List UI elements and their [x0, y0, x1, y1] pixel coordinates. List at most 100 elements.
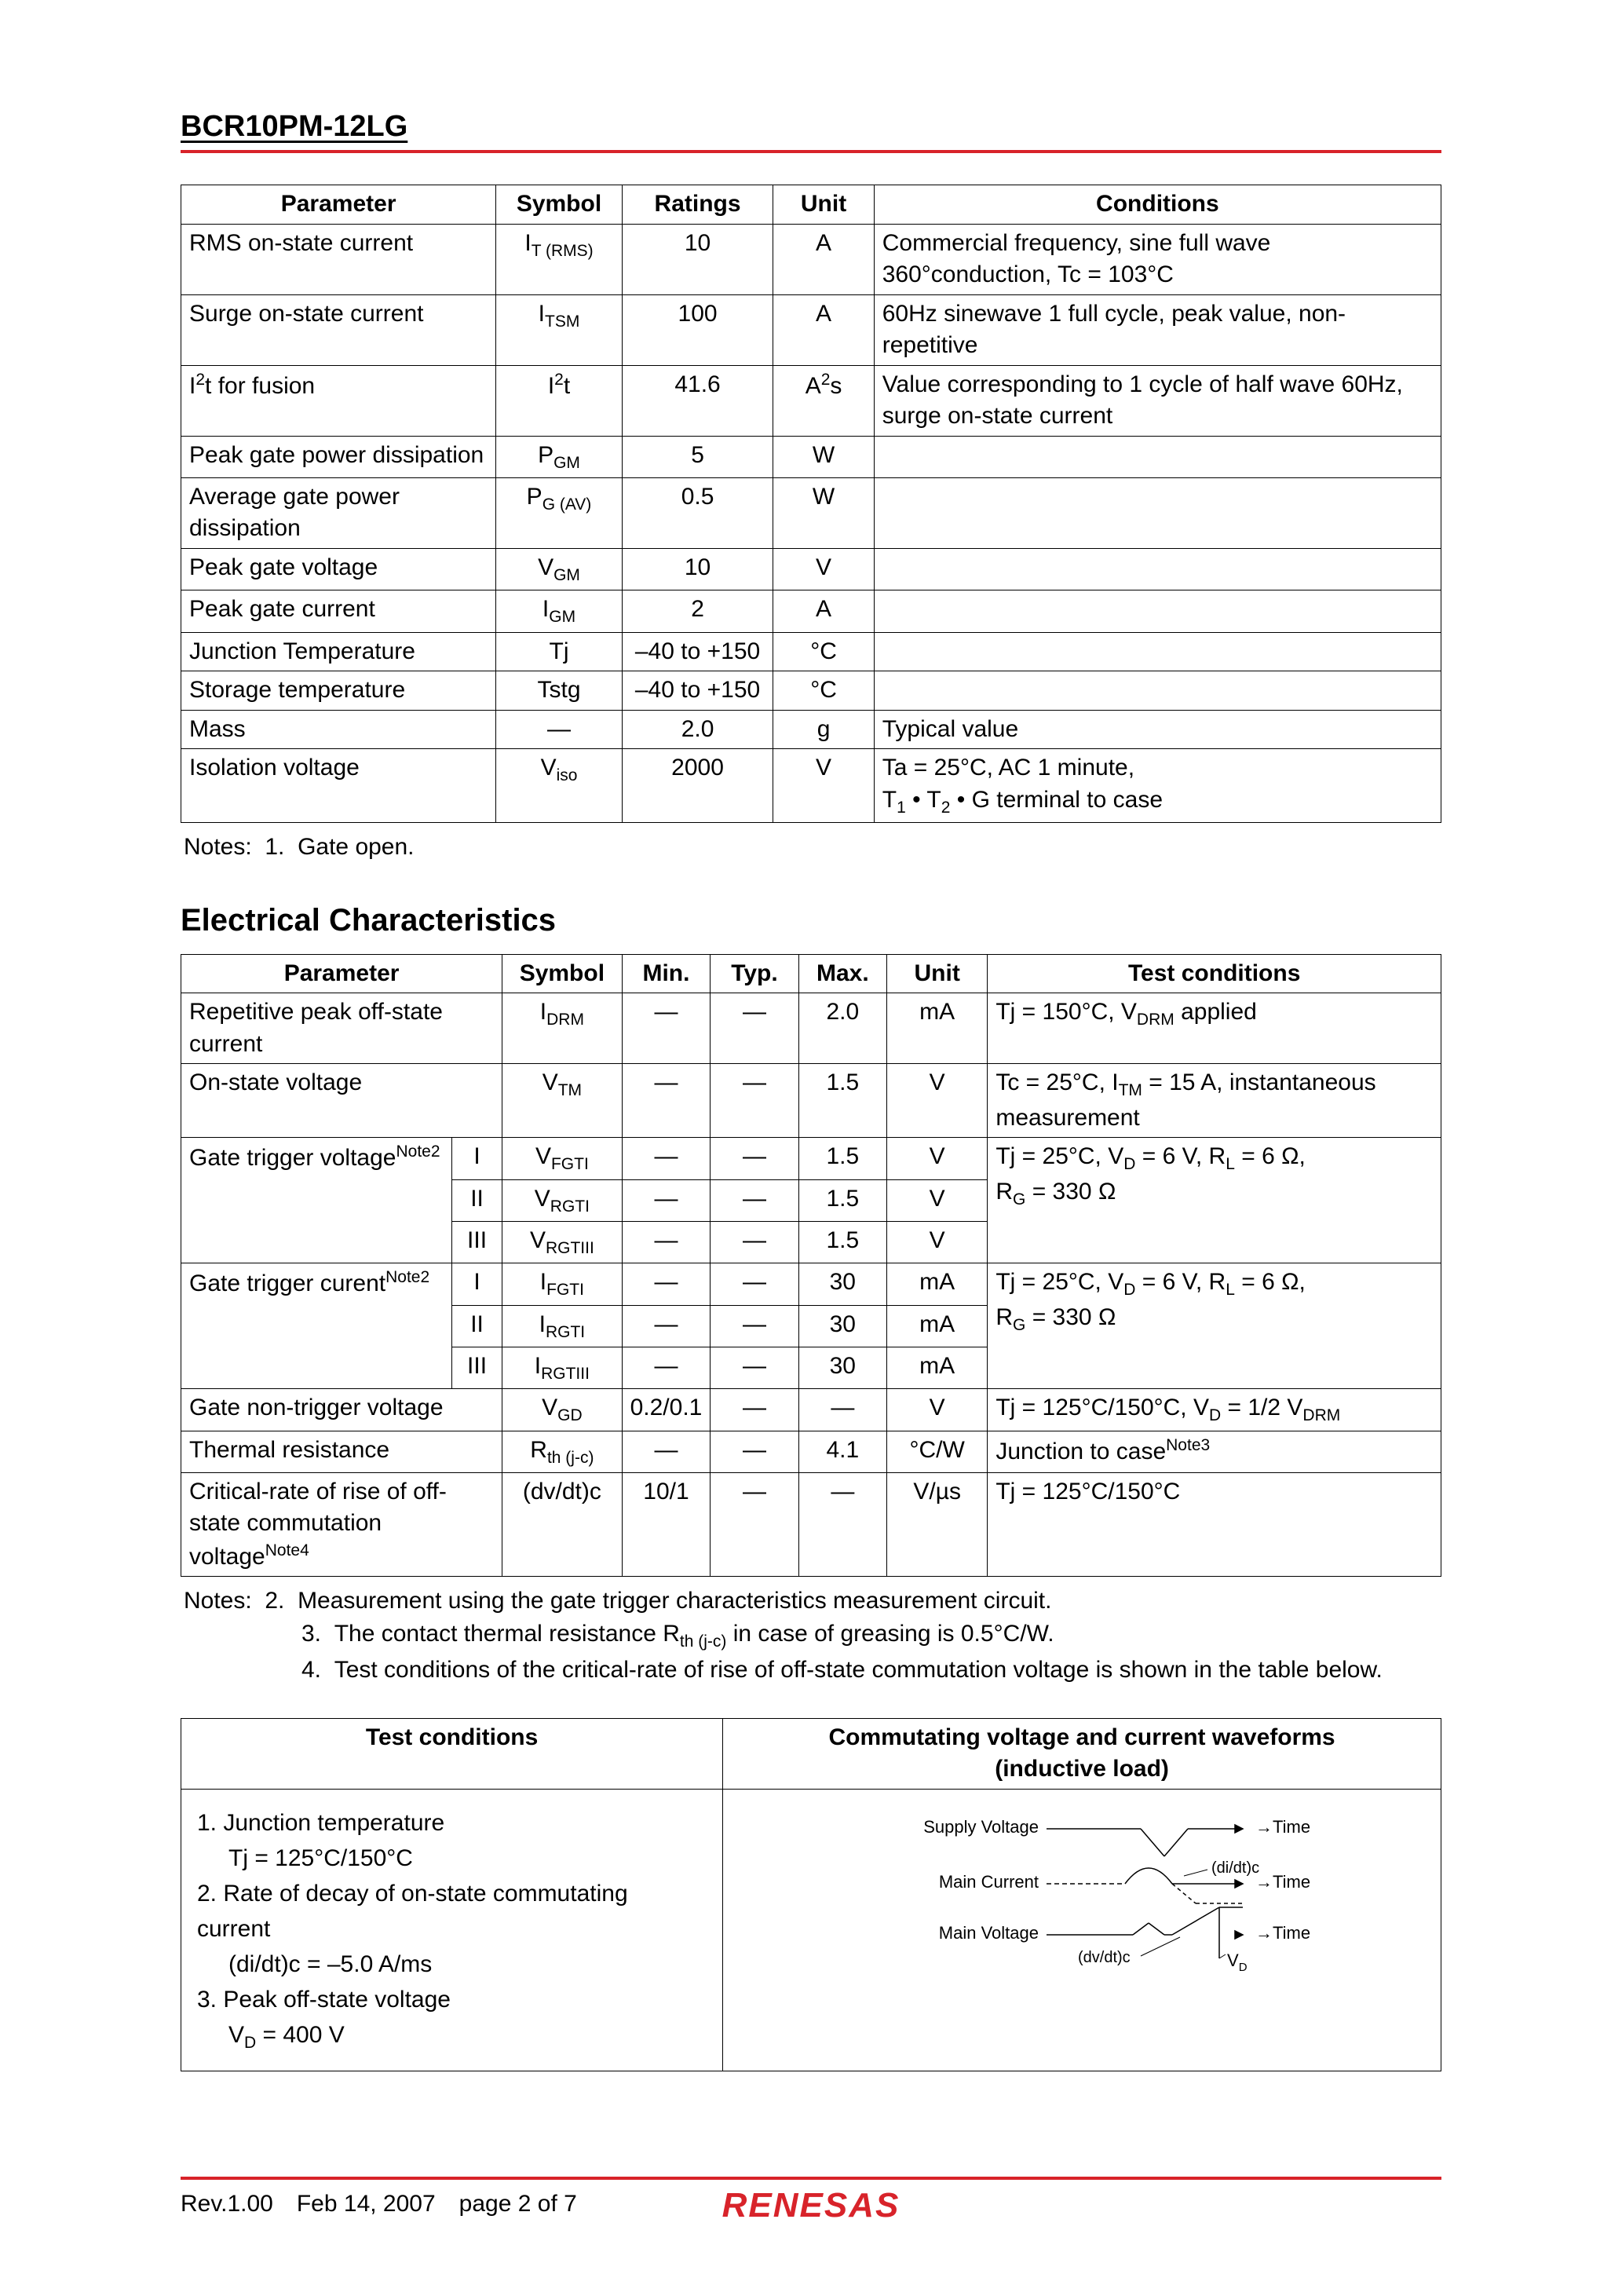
part-number-title: BCR10PM-12LG: [181, 110, 1441, 144]
test-conditions-table: Test conditionsCommutating voltage and c…: [181, 1718, 1441, 2072]
cond-cell: 60Hz sinewave 1 full cycle, peak value, …: [874, 294, 1441, 365]
footer-rule: [181, 2177, 1441, 2180]
unit-cell: A: [773, 224, 874, 294]
unit-cell: °C: [773, 671, 874, 711]
table-row: Peak gate voltageVGM10V: [181, 548, 1441, 590]
cond-cell: [874, 632, 1441, 671]
table-row: Peak gate power dissipationPGM5W: [181, 436, 1441, 477]
unit-cell: V: [773, 749, 874, 823]
rating-cell: 5: [622, 436, 773, 477]
unit-cell: W: [773, 477, 874, 548]
cond-cell: [874, 671, 1441, 711]
table-row: Mass—2.0gTypical value: [181, 710, 1441, 749]
param-cell: Peak gate voltage: [181, 548, 496, 590]
symbol-cell: IGM: [496, 590, 623, 632]
symbol-cell: Viso: [496, 749, 623, 823]
cond-cell: Value corresponding to 1 cycle of half w…: [874, 365, 1441, 436]
symbol-cell: PGM: [496, 436, 623, 477]
param-cell: Average gate power dissipation: [181, 477, 496, 548]
rating-cell: 2.0: [622, 710, 773, 749]
rating-cell: –40 to +150: [622, 632, 773, 671]
unit-cell: A: [773, 294, 874, 365]
rating-cell: 10: [622, 548, 773, 590]
label-supply-voltage: Supply Voltage: [923, 1817, 1039, 1837]
symbol-cell: —: [496, 710, 623, 749]
unit-cell: V: [773, 548, 874, 590]
param-cell: Peak gate current: [181, 590, 496, 632]
param-cell: I2t for fusion: [181, 365, 496, 436]
waveform-cell: Supply Voltage→TimeMain Current→Time(di/…: [723, 1789, 1441, 2071]
table-row: I2t for fusionI2t41.6A2sValue correspond…: [181, 365, 1441, 436]
cond-cell: [874, 548, 1441, 590]
symbol-cell: Tj: [496, 632, 623, 671]
table-row: Junction TemperatureTj–40 to +150°C: [181, 632, 1441, 671]
label-main-voltage: Main Voltage: [939, 1923, 1039, 1943]
rating-cell: 0.5: [622, 477, 773, 548]
cond-cell: Commercial frequency, sine full wave 360…: [874, 224, 1441, 294]
table-row: Storage temperatureTstg–40 to +150°C: [181, 671, 1441, 711]
cond-cell: [874, 436, 1441, 477]
renesas-logo: RENESAS: [722, 2186, 901, 2225]
col-header: Commutating voltage and current waveform…: [723, 1718, 1441, 1789]
rating-cell: 2: [622, 590, 773, 632]
col-header: Parameter: [181, 954, 502, 993]
param-cell: Mass: [181, 710, 496, 749]
ratings-table: ParameterSymbolRatingsUnitConditionsRMS …: [181, 185, 1441, 823]
rating-cell: 41.6: [622, 365, 773, 436]
waveform-diagram: Supply Voltage→TimeMain Current→Time(di/…: [874, 1797, 1313, 1978]
col-header: Min.: [622, 954, 711, 993]
label-main-current: Main Current: [939, 1872, 1039, 1892]
unit-cell: g: [773, 710, 874, 749]
symbol-cell: PG (AV): [496, 477, 623, 548]
table-row: Peak gate currentIGM2A: [181, 590, 1441, 632]
label-dvdtc: (dv/dt)c: [1078, 1949, 1131, 1966]
label-time: →Time: [1255, 1817, 1310, 1837]
unit-cell: A2s: [773, 365, 874, 436]
param-cell: RMS on-state current: [181, 224, 496, 294]
param-cell: Isolation voltage: [181, 749, 496, 823]
symbol-cell: Tstg: [496, 671, 623, 711]
param-cell: Junction Temperature: [181, 632, 496, 671]
notes-2: Notes: 2. Measurement using the gate tri…: [184, 1585, 1441, 1686]
cond-cell: [874, 590, 1441, 632]
col-header: Typ.: [711, 954, 798, 993]
unit-cell: W: [773, 436, 874, 477]
col-header: Symbol: [496, 185, 623, 225]
footer-page: page 2 of 7: [459, 2191, 577, 2217]
col-header: Symbol: [502, 954, 622, 993]
label-time: →Time: [1255, 1872, 1310, 1892]
table-row: RMS on-state currentIT (RMS)10ACommercia…: [181, 224, 1441, 294]
param-cell: Peak gate power dissipation: [181, 436, 496, 477]
cond-cell: [874, 477, 1441, 548]
col-header: Test conditions: [988, 954, 1441, 993]
notes-1: Notes: 1. Gate open.: [184, 831, 1441, 864]
table-row: Average gate power dissipationPG (AV)0.5…: [181, 477, 1441, 548]
electrical-characteristics-table: ParameterSymbolMin.Typ.Max.UnitTest cond…: [181, 954, 1441, 1578]
label-didtc: (di/dt)c: [1211, 1859, 1259, 1877]
header-rule: [181, 150, 1441, 153]
unit-cell: °C: [773, 632, 874, 671]
col-header: Test conditions: [181, 1718, 723, 1789]
cond-cell: Ta = 25°C, AC 1 minute,T1 • T2 • G termi…: [874, 749, 1441, 823]
page: BCR10PM-12LG ParameterSymbolRatingsUnitC…: [0, 0, 1622, 2296]
unit-cell: A: [773, 590, 874, 632]
rating-cell: –40 to +150: [622, 671, 773, 711]
param-cell: Surge on-state current: [181, 294, 496, 365]
col-header: Unit: [886, 954, 987, 993]
label-vd: VD: [1227, 1951, 1248, 1974]
col-header: Max.: [798, 954, 886, 993]
rating-cell: 10: [622, 224, 773, 294]
rating-cell: 2000: [622, 749, 773, 823]
footer-rev: Rev.1.00: [181, 2191, 273, 2217]
col-header: Ratings: [622, 185, 773, 225]
table-row: Isolation voltageViso2000VTa = 25°C, AC …: [181, 749, 1441, 823]
symbol-cell: VGM: [496, 548, 623, 590]
table-row: Surge on-state currentITSM100A60Hz sinew…: [181, 294, 1441, 365]
param-cell: Storage temperature: [181, 671, 496, 711]
symbol-cell: I2t: [496, 365, 623, 436]
cond-cell: Typical value: [874, 710, 1441, 749]
section-electrical-characteristics: Electrical Characteristics: [181, 903, 1441, 938]
col-header: Conditions: [874, 185, 1441, 225]
rating-cell: 100: [622, 294, 773, 365]
col-header: Parameter: [181, 185, 496, 225]
